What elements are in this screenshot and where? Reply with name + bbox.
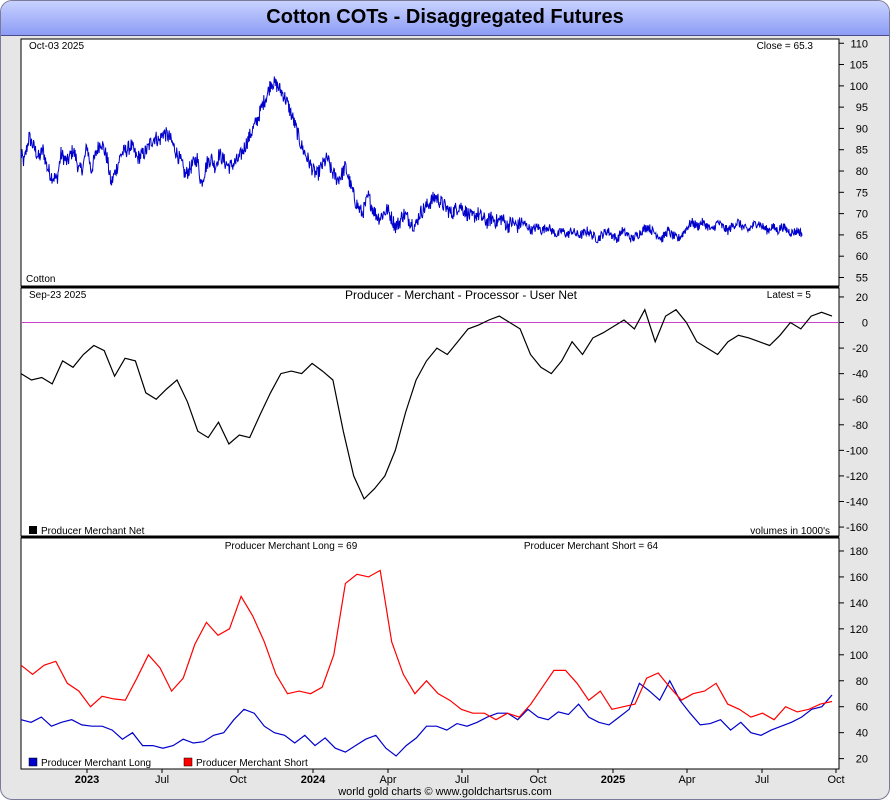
- y-tick-label: 100: [850, 650, 868, 662]
- x-tick-label: Jul: [155, 774, 169, 786]
- x-tick-label: Apr: [678, 774, 695, 786]
- panel-3-plot-area: [20, 537, 840, 770]
- y-tick-label: -40: [852, 369, 868, 381]
- y-tick-label: 75: [856, 187, 868, 199]
- x-tick-label: Apr: [379, 774, 396, 786]
- long-series-line: [20, 679, 833, 757]
- y-tick-label: 110: [850, 38, 868, 50]
- y-tick-label: -20: [852, 343, 868, 355]
- y-tick-label: 70: [856, 209, 868, 221]
- x-tick-label: 2023: [75, 774, 99, 786]
- y-tick-label: -100: [846, 445, 868, 457]
- panel-2-plot-area: [20, 287, 840, 537]
- y-tick-label: 60: [856, 251, 868, 263]
- y-tick-label: 65: [856, 230, 868, 242]
- y-tick-label: 55: [856, 272, 868, 284]
- price-close-label: Close = 65.3: [757, 41, 814, 52]
- y-tick-label: 60: [856, 702, 868, 714]
- x-tick-label: Jul: [755, 774, 769, 786]
- y-tick-label: 105: [850, 60, 868, 72]
- y-tick-label: 80: [856, 166, 868, 178]
- y-tick-label: -140: [846, 496, 868, 508]
- long-legend-label: Producer Merchant Long: [41, 758, 151, 769]
- price-symbol-label: Cotton: [26, 274, 55, 285]
- y-tick-label: -80: [852, 420, 868, 432]
- price-series-line: [20, 76, 803, 244]
- long-value-label: Producer Merchant Long = 69: [225, 541, 358, 552]
- y-tick-label: 95: [856, 102, 868, 114]
- x-tick-label: 2024: [301, 774, 326, 786]
- footer-credit: world gold charts © www.goldchartsrus.co…: [338, 786, 552, 798]
- y-tick-label: -60: [852, 394, 868, 406]
- short-value-label: Producer Merchant Short = 64: [524, 541, 659, 552]
- y-tick-label: -160: [846, 522, 868, 534]
- net-units-note: volumes in 1000's: [750, 526, 830, 537]
- x-tick-label: Oct: [529, 774, 546, 786]
- net-legend-swatch: [29, 526, 37, 534]
- y-tick-label: 20: [856, 754, 868, 766]
- net-series-line: [20, 308, 833, 500]
- y-tick-label: 90: [856, 123, 868, 135]
- net-date-label: Sep-23 2025: [29, 290, 87, 301]
- short-legend-label: Producer Merchant Short: [196, 758, 308, 769]
- net-legend-label: Producer Merchant Net: [41, 526, 145, 537]
- y-tick-label: 120: [850, 624, 868, 636]
- x-tick-label: Jul: [455, 774, 469, 786]
- y-tick-label: 80: [856, 676, 868, 688]
- long-legend-swatch: [28, 757, 38, 767]
- x-tick-label: 2025: [601, 774, 625, 786]
- net-panel-title: Producer - Merchant - Processor - User N…: [345, 288, 578, 302]
- y-tick-label: 140: [850, 598, 868, 610]
- y-tick-label: 20: [856, 292, 868, 304]
- y-tick-label: 160: [850, 572, 868, 584]
- y-tick-label: 40: [856, 728, 868, 740]
- panel-1-plot-area: [20, 38, 840, 287]
- y-tick-label: 85: [856, 145, 868, 157]
- y-tick-label: 100: [850, 81, 868, 93]
- short-series-line: [20, 569, 833, 721]
- x-tick-label: Oct: [229, 774, 246, 786]
- x-tick-label: Oct: [827, 774, 844, 786]
- net-latest-label: Latest = 5: [767, 290, 812, 301]
- title-bar: Cotton COTs - Disaggregated Futures: [1, 1, 889, 36]
- y-tick-label: 180: [850, 546, 868, 558]
- y-tick-label: -120: [846, 471, 868, 483]
- price-date-label: Oct-03 2025: [29, 41, 84, 52]
- short-legend-swatch: [183, 757, 193, 767]
- chart-title: Cotton COTs - Disaggregated Futures: [266, 6, 624, 28]
- y-tick-label: 0: [862, 318, 868, 330]
